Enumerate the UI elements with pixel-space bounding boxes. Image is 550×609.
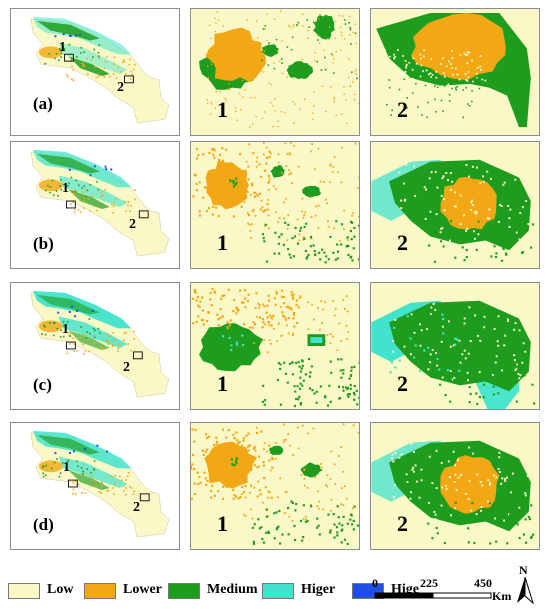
scale-tick-0: 0 [372, 576, 378, 590]
zoom-panel-1: 1 [190, 8, 360, 136]
legend-swatch-higer [262, 583, 294, 599]
legend-label-medium: Medium [207, 582, 258, 597]
scale-tick-450: 450 [474, 576, 492, 590]
overview-marker-2-label: 2 [133, 500, 140, 515]
zoom-label-2: 2 [397, 97, 408, 122]
overview-map-panel: (a) 1 2 [10, 8, 180, 136]
zoom-label-2: 2 [397, 371, 408, 396]
legend-label-higer: Higer [301, 582, 336, 597]
zoom-label-2: 2 [397, 511, 408, 536]
zoom-map-2 [371, 9, 539, 135]
panel-label: (b) [33, 234, 54, 253]
overview-map [30, 290, 170, 398]
scale-bar-graphic [374, 592, 492, 599]
zoom-panel-2: 2 [370, 422, 540, 550]
panel-label: (a) [33, 94, 53, 113]
overview-map-panel: (d) 1 2 [10, 422, 180, 550]
legend-swatch-medium [168, 583, 200, 599]
overview-marker-1-label: 1 [62, 181, 69, 196]
panel-label: (d) [33, 515, 54, 534]
overview-marker-1-label: 1 [62, 322, 69, 337]
north-arrow: N [514, 563, 536, 605]
legend-label-lower: Lower [123, 582, 162, 597]
legend-swatch-lower [84, 583, 116, 599]
overview-marker-2-label: 2 [117, 80, 124, 95]
zoom-map-1 [191, 9, 359, 135]
zoom-map-1 [191, 142, 359, 268]
zoom-map-1 [191, 423, 359, 549]
legend-label-low: Low [47, 582, 74, 597]
overview-map [30, 16, 170, 124]
zoom-map-1 [191, 283, 359, 409]
zoom-panel-1: 1 [190, 422, 360, 550]
zoom-panel-1: 1 [190, 282, 360, 410]
scale-bar: 0 225 450 Km [372, 576, 512, 606]
panel-label: (c) [33, 375, 52, 394]
zoom-panel-2: 2 [370, 282, 540, 410]
zoom-panel-1: 1 [190, 141, 360, 269]
overview-map-panel: (b) 1 2 [10, 141, 180, 269]
scale-unit: Km [492, 589, 512, 603]
legend-swatch-low [8, 583, 40, 599]
overview-map [30, 430, 170, 538]
zoom-label-1: 1 [217, 511, 228, 536]
overview-marker-2-label: 2 [129, 217, 136, 232]
zoom-map-2 [371, 283, 539, 409]
zoom-label-1: 1 [217, 97, 228, 122]
zoom-map-2 [371, 423, 539, 549]
overview-marker-2-label: 2 [123, 360, 130, 375]
overview-map-panel: (c) 1 2 [10, 282, 180, 410]
zoom-label-1: 1 [217, 371, 228, 396]
overview-marker-1-label: 1 [63, 460, 70, 475]
zoom-map-2 [371, 142, 539, 268]
north-label: N [519, 563, 528, 577]
overview-marker-1-label: 1 [59, 40, 66, 55]
zoom-label-2: 2 [397, 230, 408, 255]
zoom-panel-2: 2 [370, 141, 540, 269]
zoom-panel-2: 2 [370, 8, 540, 136]
overview-map [30, 149, 170, 257]
north-arrow-icon [517, 576, 534, 605]
zoom-label-1: 1 [217, 230, 228, 255]
scale-tick-225: 225 [420, 576, 438, 590]
